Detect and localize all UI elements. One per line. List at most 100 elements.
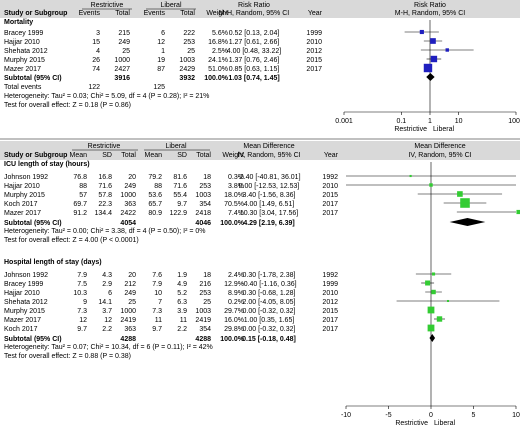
header-plot-method: IV, Random, 95% CI <box>408 152 471 159</box>
study-total1: 25 <box>122 48 130 55</box>
study-total2: 25 <box>203 299 211 306</box>
header-events1-col: Events <box>79 10 101 17</box>
x-tick-label-mortality: 1 <box>428 118 432 125</box>
study-year: 2017 <box>322 201 338 208</box>
study-name: Murphy 2015 <box>4 57 45 64</box>
study-marker <box>516 209 520 215</box>
study-total1: 249 <box>118 39 130 46</box>
study-weight: 70.5% <box>224 201 244 208</box>
heterogeneity-mortality: Heterogeneity: Tau² = 0.03; Chi² = 5.09,… <box>4 93 209 100</box>
study-name: Johnson 1992 <box>4 272 48 279</box>
study-total2: 1003 <box>179 57 195 64</box>
study-mean1: 57 <box>79 192 87 199</box>
study-total2: 1003 <box>195 308 211 315</box>
subtotal-total1-mortality: 3916 <box>114 75 130 82</box>
study-sd1: 4.3 <box>102 272 112 279</box>
study-year: 1999 <box>306 30 322 37</box>
study-name: Mazer 2017 <box>4 317 41 324</box>
study-mean1: 76.8 <box>73 174 87 181</box>
study-marker <box>460 198 470 208</box>
study-weight: 5.6% <box>212 30 228 37</box>
header-mean1-col: Mean <box>69 152 87 159</box>
header-plot-method: M-H, Random, 95% CI <box>395 10 465 17</box>
study-name: Hajjar 2010 <box>4 290 40 297</box>
study-total2: 2418 <box>195 210 211 217</box>
subgroup-title: Hospital length of stay (days) <box>4 259 102 266</box>
study-year: 2015 <box>322 192 338 199</box>
subtotal-ci: 4.29 [2.19, 6.39] <box>243 220 294 227</box>
study-marker <box>423 63 433 73</box>
study-name: Shehata 2012 <box>4 299 48 306</box>
study-year: 1992 <box>322 174 338 181</box>
study-events1: 15 <box>92 39 100 46</box>
study-total1: 1000 <box>120 192 136 199</box>
study-marker <box>432 272 436 276</box>
study-ci-text: 4.00 [0.48, 33.22] <box>227 48 282 55</box>
summary-diamond-mortality <box>426 73 435 81</box>
header-total2-col: Total <box>180 10 195 17</box>
header-total1-col: Total <box>115 10 130 17</box>
study-marker <box>425 280 431 286</box>
study-year: 1999 <box>322 281 338 288</box>
header-total1-col: Total <box>121 152 136 159</box>
study-mean1: 7.9 <box>77 272 87 279</box>
study-marker <box>431 289 436 295</box>
study-mean2: 53.6 <box>148 192 162 199</box>
study-total2: 253 <box>183 39 195 46</box>
subtotal-label: Subtotal (95% CI) <box>4 336 62 343</box>
study-total1: 249 <box>124 183 136 190</box>
study-ci-text: 0.00 [-0.32, 0.32] <box>243 308 296 315</box>
study-total1: 20 <box>128 174 136 181</box>
study-sd2: 1.9 <box>177 272 187 279</box>
study-sd1: 57.8 <box>98 192 112 199</box>
study-total2: 222 <box>183 30 195 37</box>
study-sd2: 71.6 <box>173 183 187 190</box>
study-year: 2015 <box>306 57 322 64</box>
study-ci-text: 1.37 [0.76, 2.46] <box>229 57 280 64</box>
study-mean2: 79.2 <box>148 174 162 181</box>
favours-right-los: Liberal <box>434 420 455 427</box>
study-year: 2010 <box>322 290 338 297</box>
study-total2: 354 <box>199 201 211 208</box>
x-tick-label-los: -10 <box>341 412 351 419</box>
overall-effect-mortality: Test for overall effect: Z = 0.18 (P = 0… <box>4 102 131 109</box>
study-mean2: 7 <box>158 299 162 306</box>
study-weight: 0.3% <box>228 174 244 181</box>
study-sd2: 4.9 <box>177 281 187 288</box>
study-year: 2010 <box>306 39 322 46</box>
study-name: Bracey 1999 <box>4 281 43 288</box>
subtotal-label-mortality: Subtotal (95% CI) <box>4 75 62 82</box>
study-ci-text: 2.00 [-4.05, 8.05] <box>243 299 296 306</box>
header-plot-title: Mean Difference <box>414 143 465 150</box>
study-total2: 18 <box>203 174 211 181</box>
x-tick-label-los: -5 <box>385 412 391 419</box>
study-total1: 363 <box>124 201 136 208</box>
header-weight-col: Weight <box>206 10 228 17</box>
study-ci-text: 0.30 [-0.68, 1.28] <box>243 290 296 297</box>
study-total1: 20 <box>128 272 136 279</box>
study-sd1: 16.8 <box>98 174 112 181</box>
study-mean1: 9 <box>83 299 87 306</box>
study-ci-text: 0.00 [-12.53, 12.53] <box>239 183 300 190</box>
study-mean1: 88 <box>79 183 87 190</box>
study-year: 2012 <box>306 48 322 55</box>
study-ci-text: 0.30 [-1.78, 2.38] <box>243 272 296 279</box>
study-weight: 3.8% <box>228 183 244 190</box>
study-total1: 215 <box>118 30 130 37</box>
study-total1: 212 <box>124 281 136 288</box>
total-events1: 122 <box>88 84 100 91</box>
header-year-col: Year <box>308 10 323 17</box>
study-total1: 25 <box>128 299 136 306</box>
study-name: Johnson 1992 <box>4 174 48 181</box>
study-ci-text: 0.85 [0.63, 1.15] <box>229 66 280 73</box>
study-marker <box>427 324 435 332</box>
header-method-col: M-H, Random, 95% CI <box>219 10 289 17</box>
study-sd1: 6 <box>108 290 112 297</box>
study-total1: 363 <box>124 326 136 333</box>
header-effect-title: Risk Ratio <box>238 2 270 9</box>
study-ci-text: -2.40 [-40.81, 36.01] <box>237 174 300 181</box>
study-name: Hajjar 2010 <box>4 39 40 46</box>
study-weight: 29.7% <box>224 308 244 315</box>
study-total2: 18 <box>203 272 211 279</box>
